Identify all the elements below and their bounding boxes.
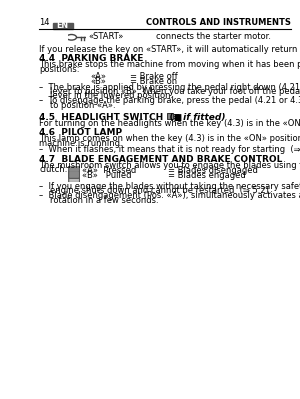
Text: 4.7  BLADE ENGAGEMENT AND BRAKE CONTROL: 4.7 BLADE ENGAGEMENT AND BRAKE CONTROL (39, 155, 282, 164)
FancyBboxPatch shape (69, 165, 80, 173)
Text: positions:: positions: (39, 65, 80, 74)
Text: 4.6  PILOT LAMP: 4.6 PILOT LAMP (39, 128, 122, 138)
Text: rotation in a few seconds.: rotation in a few seconds. (50, 196, 158, 205)
Text: If you release the key on «START», it will automatically return to «ON».: If you release the key on «START», it wi… (39, 45, 300, 54)
Text: «B»: «B» (90, 77, 106, 86)
FancyBboxPatch shape (69, 171, 80, 177)
FancyBboxPatch shape (69, 176, 80, 182)
Text: connects the starter motor.: connects the starter motor. (156, 32, 271, 41)
Text: machine is running.: machine is running. (39, 139, 123, 148)
Text: lever in the lowered position.: lever in the lowered position. (50, 91, 172, 101)
Text: –  When it flashes, it means that it is not ready for starting  (⇒ 5.2).: – When it flashes, it means that it is n… (39, 145, 300, 154)
Text: –  The brake is applied by pressing the pedal right down (4.21 or 4.31) and movi: – The brake is applied by pressing the p… (39, 83, 300, 92)
Text: –  If you engage the blades without taking the necessary safety precautions, the: – If you engage the blades without takin… (39, 182, 300, 191)
Text: For turning on the headlights when the key (4.3) is in the «ON» position.: For turning on the headlights when the k… (39, 119, 300, 128)
Text: –  To disengage the parking brake, press the pedal (4.21 or 4.31). The lever wil: – To disengage the parking brake, press … (39, 96, 300, 105)
Text: 4.5  HEADLIGHT SWITCH  (■: 4.5 HEADLIGHT SWITCH (■ (39, 113, 182, 122)
Bar (167, 113, 173, 119)
Text: The mushroom switch allows you to engage the blades using the electromagnetic: The mushroom switch allows you to engage… (39, 161, 300, 170)
Text: CONTROLS AND INSTRUMENTS: CONTROLS AND INSTRUMENTS (146, 18, 291, 27)
Text: = Brake off: = Brake off (130, 72, 178, 81)
Text: = Blades engaged: = Blades engaged (168, 171, 246, 180)
Text: «B»   Pulled: «B» Pulled (82, 171, 131, 180)
Text: lever to position «B». When you take your foot off the pedal it will be blocked : lever to position «B». When you take you… (50, 87, 300, 96)
Text: 14: 14 (39, 18, 50, 27)
Text: –  Blade disengagement (Pos. «A»), simultaneously activates a brake which stops : – Blade disengagement (Pos. «A»), simult… (39, 191, 300, 200)
Text: «A»  Pressed: «A» Pressed (82, 166, 136, 175)
Text: «A»: «A» (90, 72, 106, 81)
Text: This brake stops the machine from moving when it has been parked. There are two: This brake stops the machine from moving… (39, 60, 300, 69)
Text: if fitted): if fitted) (180, 113, 226, 122)
Text: = Blades disengaged: = Blades disengaged (168, 166, 258, 175)
Text: clutch:: clutch: (39, 165, 68, 174)
Text: This lamp comes on when the key (4.3) is in the «ON» position and stays on while: This lamp comes on when the key (4.3) is… (39, 134, 300, 144)
Bar (52, 23, 73, 29)
Text: 4.4  PARKING BRAKE: 4.4 PARKING BRAKE (39, 54, 143, 63)
FancyBboxPatch shape (69, 170, 80, 178)
Text: to position «A».: to position «A». (50, 101, 115, 110)
Text: engine shuts down and cannot be restarted  (⇒ 5.2).: engine shuts down and cannot be restarte… (50, 186, 271, 196)
Text: «START»: «START» (88, 32, 124, 41)
Text: = Brake on: = Brake on (130, 77, 178, 86)
Text: EN: EN (57, 21, 69, 30)
